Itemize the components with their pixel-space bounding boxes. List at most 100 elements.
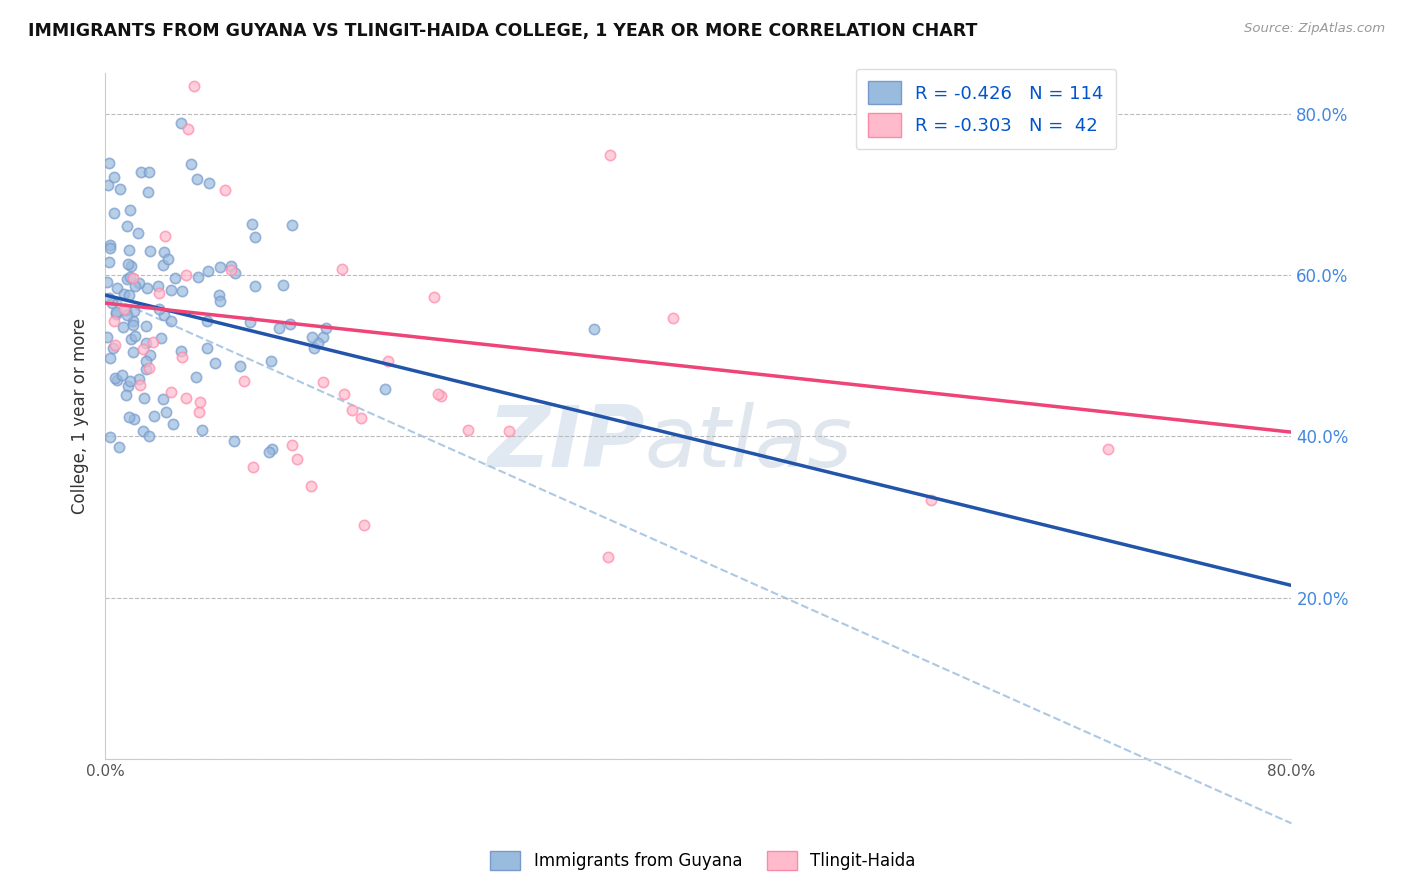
Point (111, 368, 134, 383)
Point (132, 424, 155, 438)
Point (169, 116, 191, 130)
Point (132, 343, 155, 357)
Point (219, 259, 242, 273)
Point (260, 354, 283, 368)
Point (190, 395, 212, 409)
Point (427, 386, 450, 401)
Point (209, 260, 232, 274)
Point (271, 277, 294, 292)
Point (228, 359, 250, 373)
Point (183, 78, 205, 93)
Y-axis label: College, 1 year or more: College, 1 year or more (72, 318, 89, 514)
Point (160, 385, 183, 400)
Point (122, 303, 145, 318)
Point (98, 242, 121, 256)
Point (152, 309, 174, 323)
Point (135, 353, 157, 368)
Point (583, 322, 606, 336)
Point (188, 405, 211, 419)
Point (138, 360, 160, 375)
Point (98, 351, 121, 365)
Point (96, 275, 118, 289)
Point (222, 434, 245, 448)
Point (299, 479, 322, 493)
Point (224, 267, 246, 281)
Point (920, 492, 942, 507)
Point (170, 344, 193, 359)
Point (262, 442, 284, 457)
Point (103, 169, 125, 184)
Point (108, 182, 131, 196)
Point (118, 243, 141, 257)
Point (105, 306, 128, 320)
Point (118, 410, 141, 425)
Point (148, 286, 170, 301)
Point (117, 219, 139, 233)
Point (142, 335, 165, 350)
Legend: R = -0.426   N = 114, R = -0.303   N =  42: R = -0.426 N = 114, R = -0.303 N = 42 (856, 69, 1116, 149)
Point (333, 386, 356, 401)
Point (221, 263, 243, 277)
Point (124, 412, 146, 426)
Point (121, 344, 143, 359)
Point (195, 314, 218, 328)
Point (138, 428, 160, 442)
Point (122, 318, 145, 332)
Point (240, 217, 263, 231)
Point (163, 270, 186, 285)
Point (598, 549, 620, 564)
Point (232, 375, 254, 389)
Point (104, 371, 127, 385)
Point (315, 321, 337, 335)
Point (457, 423, 479, 437)
Point (301, 330, 323, 344)
Point (107, 373, 129, 387)
Point (243, 279, 266, 293)
Point (207, 288, 229, 302)
Legend: Immigrants from Guyana, Tlingit-Haida: Immigrants from Guyana, Tlingit-Haida (484, 844, 922, 877)
Point (128, 372, 150, 386)
Point (105, 281, 128, 295)
Point (184, 370, 207, 384)
Point (115, 271, 138, 285)
Point (208, 293, 231, 308)
Point (374, 382, 396, 396)
Point (280, 218, 302, 232)
Point (97, 178, 120, 193)
Point (101, 296, 124, 310)
Point (197, 263, 219, 277)
Point (122, 314, 145, 328)
Text: IMMIGRANTS FROM GUYANA VS TLINGIT-HAIDA COLLEGE, 1 YEAR OR MORE CORRELATION CHAR: IMMIGRANTS FROM GUYANA VS TLINGIT-HAIDA … (28, 22, 977, 40)
Point (285, 452, 308, 467)
Point (104, 305, 127, 319)
Point (312, 329, 335, 343)
Point (157, 252, 180, 267)
Point (330, 261, 353, 276)
Point (180, 157, 202, 171)
Point (136, 186, 159, 200)
Point (307, 335, 329, 350)
Point (120, 269, 142, 284)
Point (498, 424, 520, 438)
Text: Source: ZipAtlas.com: Source: ZipAtlas.com (1244, 22, 1385, 36)
Point (1097, 442, 1119, 456)
Text: ZIP: ZIP (488, 402, 645, 485)
Point (198, 176, 221, 190)
Point (172, 351, 194, 365)
Point (104, 338, 127, 352)
Point (377, 353, 399, 368)
Point (135, 362, 157, 376)
Point (124, 278, 146, 293)
Point (214, 183, 236, 197)
Point (98, 291, 121, 305)
Point (155, 404, 177, 418)
Point (96, 329, 118, 343)
Point (152, 392, 174, 407)
Point (118, 203, 141, 218)
Point (281, 437, 304, 451)
Point (160, 283, 183, 297)
Point (174, 391, 197, 405)
Point (103, 206, 125, 220)
Point (115, 388, 138, 402)
Point (195, 341, 218, 355)
